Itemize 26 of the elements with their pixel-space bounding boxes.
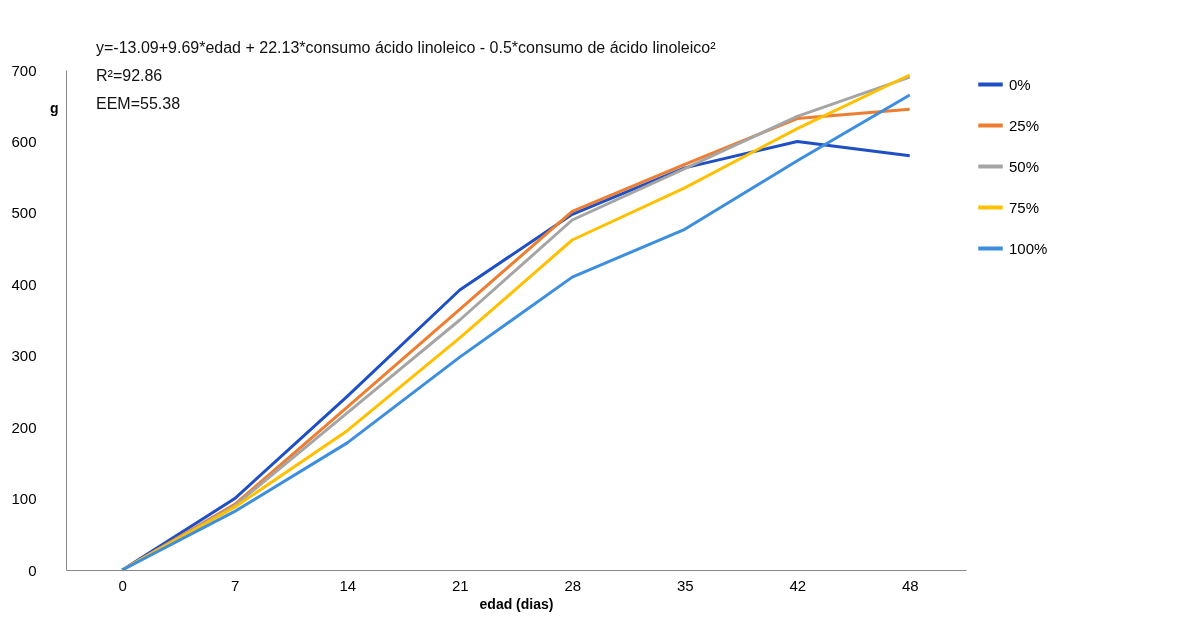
- y-tick-label: 400: [11, 275, 37, 293]
- legend-label: 100%: [1009, 239, 1048, 257]
- y-tick-label: 600: [11, 132, 37, 150]
- x-tick-label: 42: [789, 576, 807, 594]
- x-tick-label: 48: [901, 576, 919, 594]
- y-axis-title: g: [49, 99, 59, 116]
- annotation: R²=92.86: [96, 67, 163, 84]
- x-tick-label: 35: [676, 576, 694, 594]
- legend-label: 0%: [1009, 75, 1031, 93]
- legend-label: 50%: [1009, 157, 1040, 175]
- x-tick-label: 21: [451, 576, 469, 594]
- y-tick-label: 300: [11, 347, 37, 365]
- x-tick-label: 7: [231, 576, 240, 594]
- x-tick-label: 0: [118, 576, 127, 594]
- legend-label: 25%: [1009, 116, 1040, 134]
- y-tick-label: 700: [11, 61, 37, 79]
- y-tick-label: 500: [11, 204, 37, 222]
- x-tick-label: 14: [339, 576, 357, 594]
- y-tick-label: 200: [11, 418, 37, 436]
- x-axis-title: edad (dias): [479, 595, 554, 612]
- y-tick-label: 100: [11, 490, 37, 508]
- x-tick-label: 28: [564, 576, 582, 594]
- annotation: EEM=55.38: [96, 95, 181, 112]
- legend-label: 75%: [1009, 198, 1040, 216]
- y-tick-label: 0: [28, 561, 37, 579]
- text: y=-13.09+9.69*edad + 22.13*consumo ácido linoleico - 0.5*consumo de ácido linoleico²: [96, 39, 717, 56]
